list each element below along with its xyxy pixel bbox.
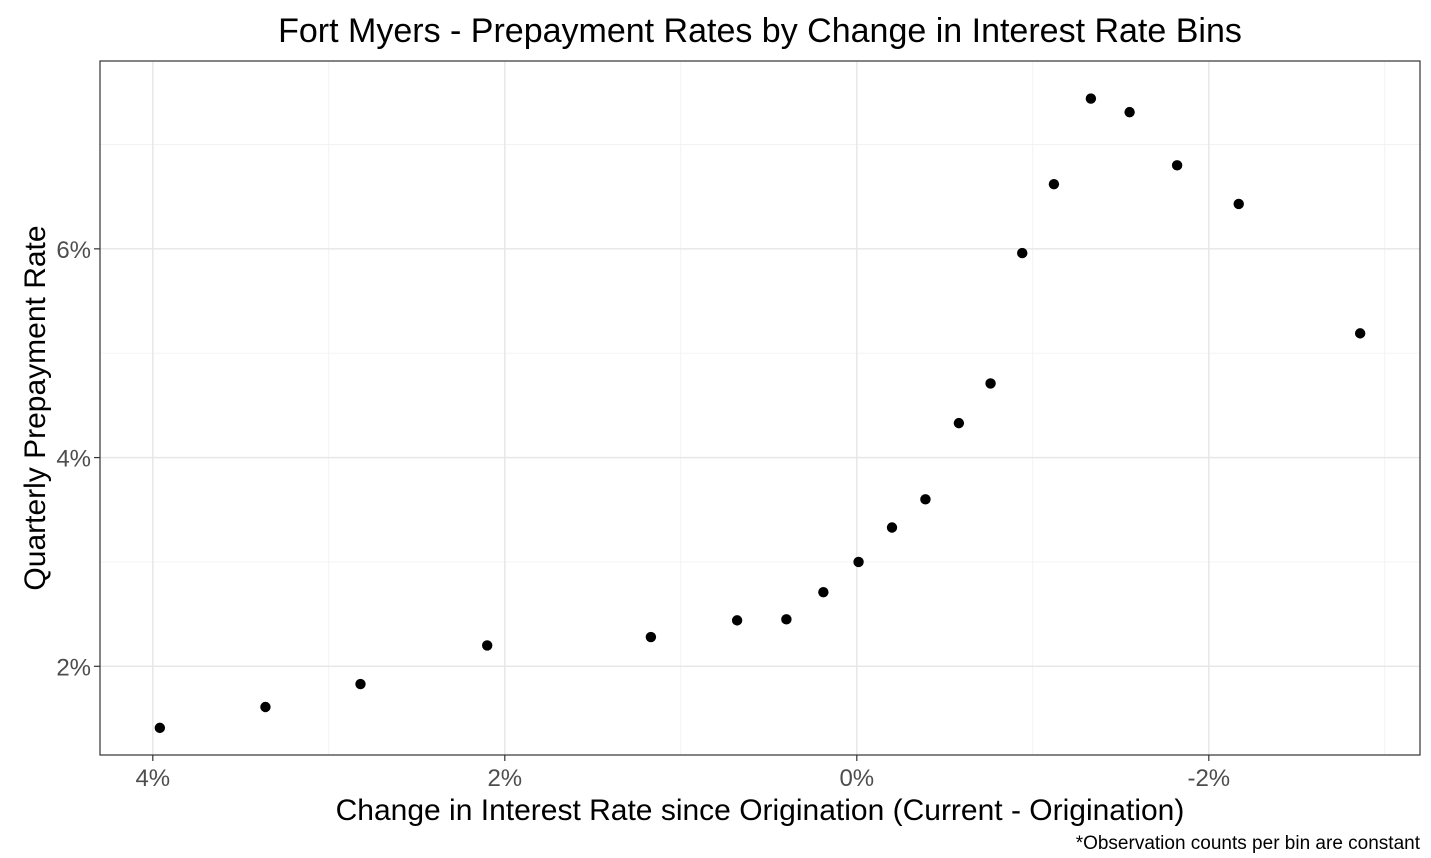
x-tick-label: -2%	[1187, 765, 1230, 792]
plot-panel	[99, 60, 1421, 756]
x-axis-tick-labels: 4% 2% 0% -2%	[135, 765, 1230, 792]
data-point	[818, 586, 829, 598]
y-tick-label: 4%	[56, 446, 91, 473]
x-tick-label: 2%	[487, 765, 522, 792]
data-point	[1124, 106, 1135, 118]
data-point	[1354, 328, 1366, 339]
y-axis-title: Quarterly Prepayment Rate	[19, 225, 52, 590]
data-point	[1017, 247, 1028, 259]
tick-marks	[94, 248, 1210, 761]
data-point	[1171, 160, 1183, 171]
major-gridlines	[100, 61, 1420, 755]
data-point	[260, 701, 271, 713]
data-point	[920, 494, 931, 505]
data-point	[886, 522, 898, 533]
chart-caption: *Observation counts per bin are constant	[1076, 833, 1421, 854]
data-points	[154, 93, 1366, 734]
y-tick-label: 6%	[56, 237, 91, 264]
data-point	[781, 614, 792, 625]
y-tick-label: 2%	[56, 654, 91, 681]
data-point	[1233, 198, 1244, 210]
data-point	[853, 556, 864, 568]
y-axis-tick-labels: 2% 4% 6%	[56, 237, 91, 681]
chart-title: Fort Myers - Prepayment Rates by Change …	[278, 12, 1242, 50]
data-point	[154, 722, 166, 734]
minor-gridlines	[100, 61, 1420, 755]
data-point	[1048, 178, 1060, 190]
data-point	[355, 678, 366, 690]
data-point	[953, 417, 965, 429]
data-point	[1085, 93, 1097, 104]
x-axis-title: Change in Interest Rate since Originatio…	[336, 794, 1185, 827]
data-point	[985, 378, 996, 389]
data-point	[645, 631, 657, 643]
data-point	[731, 615, 743, 626]
data-point	[482, 640, 493, 651]
x-tick-label: 4%	[135, 765, 170, 792]
x-tick-label: 0%	[839, 765, 874, 792]
